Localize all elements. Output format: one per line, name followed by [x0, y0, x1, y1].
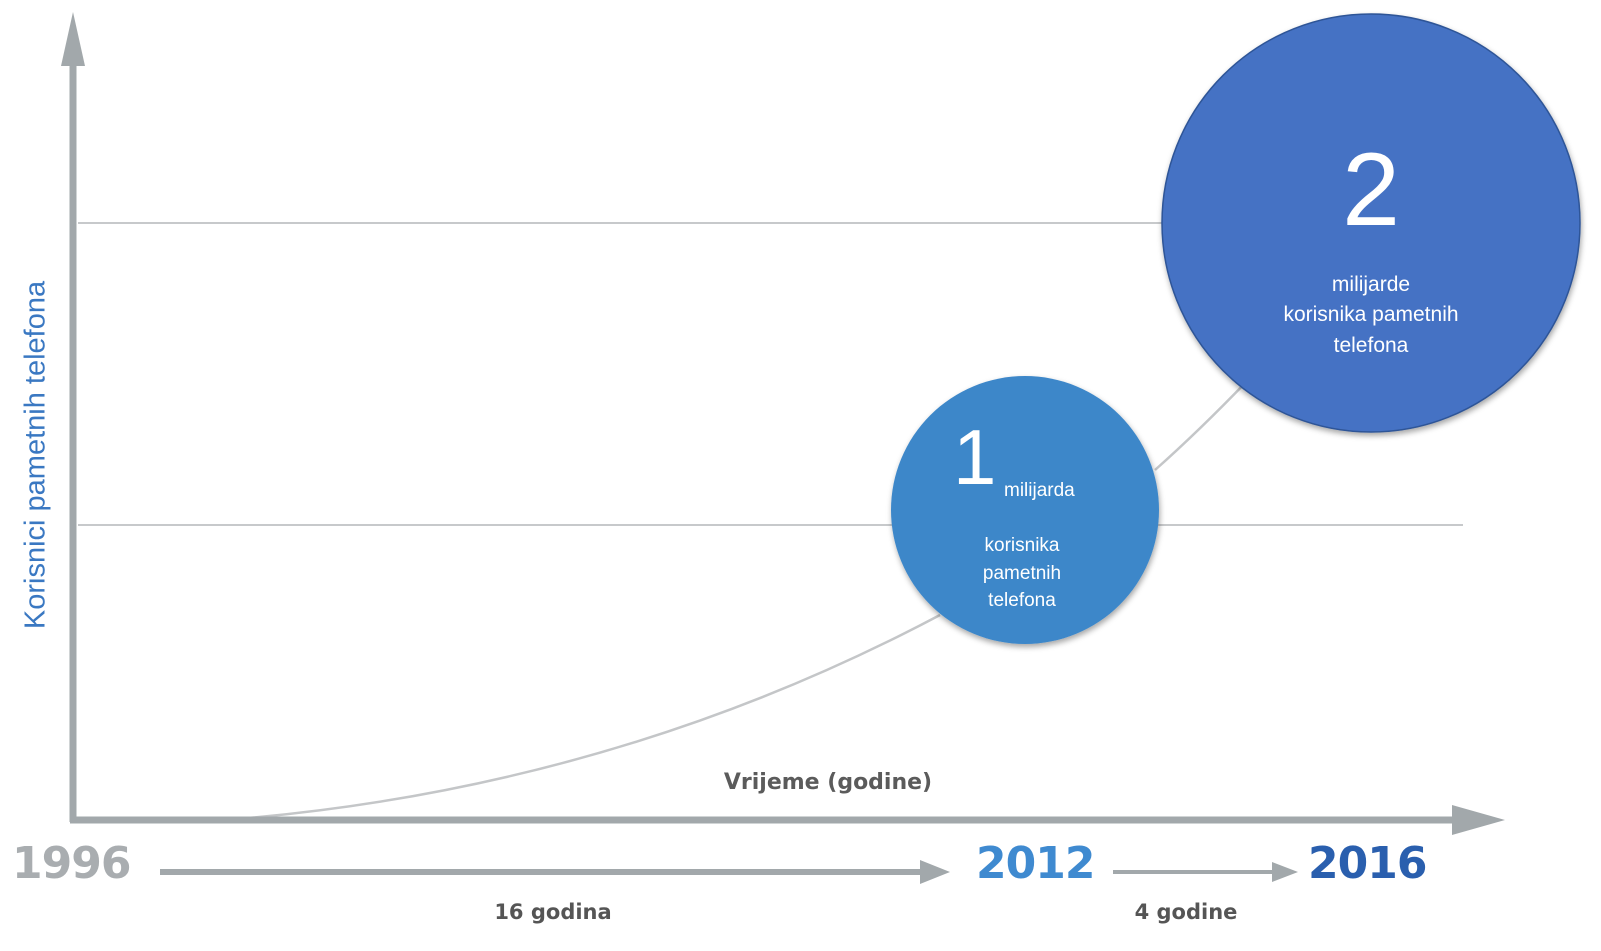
bubble-2012-number: 1: [953, 413, 997, 501]
bubble-2012-desc-line: pametnih: [982, 562, 1062, 584]
bubble-2016-desc-line: telefona: [1333, 333, 1409, 357]
bubble-2012-description: korisnika pametnih telefona: [983, 532, 1061, 615]
year-label-2012: 2012: [976, 838, 1095, 889]
period-label-4-years: 4 godine: [1134, 900, 1238, 924]
bubble-2016: [1161, 13, 1581, 433]
timeline-arrowhead-16: [920, 860, 950, 884]
year-label-2016: 2016: [1308, 838, 1427, 889]
bubble-2012: [891, 376, 1159, 644]
y-axis-arrowhead: [61, 12, 85, 66]
y-axis-label: Korisnici pametnih telefona: [19, 280, 52, 630]
x-axis-arrowhead: [1452, 805, 1505, 835]
x-axis-label: Vrijeme (godine): [723, 770, 933, 795]
bubble-2016-number: 2: [1342, 132, 1400, 248]
year-label-1996: 1996: [12, 838, 131, 889]
bubble-2012-unit: milijarda: [1004, 480, 1075, 501]
bubble-2016-desc-line: korisnika pametnih: [1283, 303, 1459, 327]
bubble-2016-desc-line: milijarde: [1331, 273, 1411, 296]
bubble-2012-desc-line: korisnika: [984, 535, 1060, 556]
growth-curve: [224, 379, 1249, 822]
timeline-arrowhead-4: [1272, 862, 1298, 882]
bubble-2016-description: milijarde korisnika pametnih telefona: [1283, 270, 1458, 361]
bubble-2012-desc-line: telefona: [988, 590, 1056, 612]
period-label-16-years: 16 godina: [494, 900, 612, 924]
